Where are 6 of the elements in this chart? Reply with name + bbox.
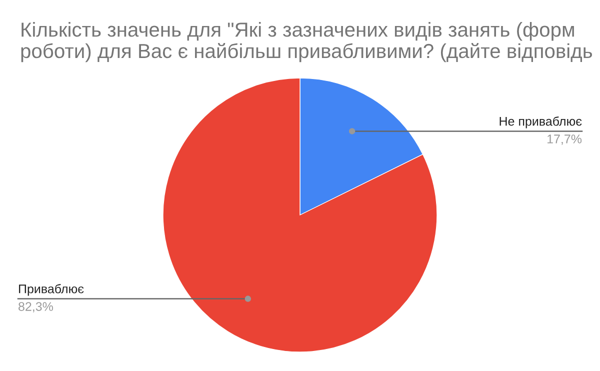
slice-label: Приваблює bbox=[19, 284, 84, 296]
data-label: 82,3% bbox=[18, 302, 53, 312]
data-label: 17,7% bbox=[548, 134, 582, 145]
pie-slice bbox=[162, 78, 438, 352]
slice-label: Не приваблює bbox=[500, 116, 582, 128]
chart-title: Кількість значень для "Які з зазначених видів занять (форм роботи) для Вас є найбільш привабливими? (дайте відповідь bbox=[21, 22, 592, 62]
